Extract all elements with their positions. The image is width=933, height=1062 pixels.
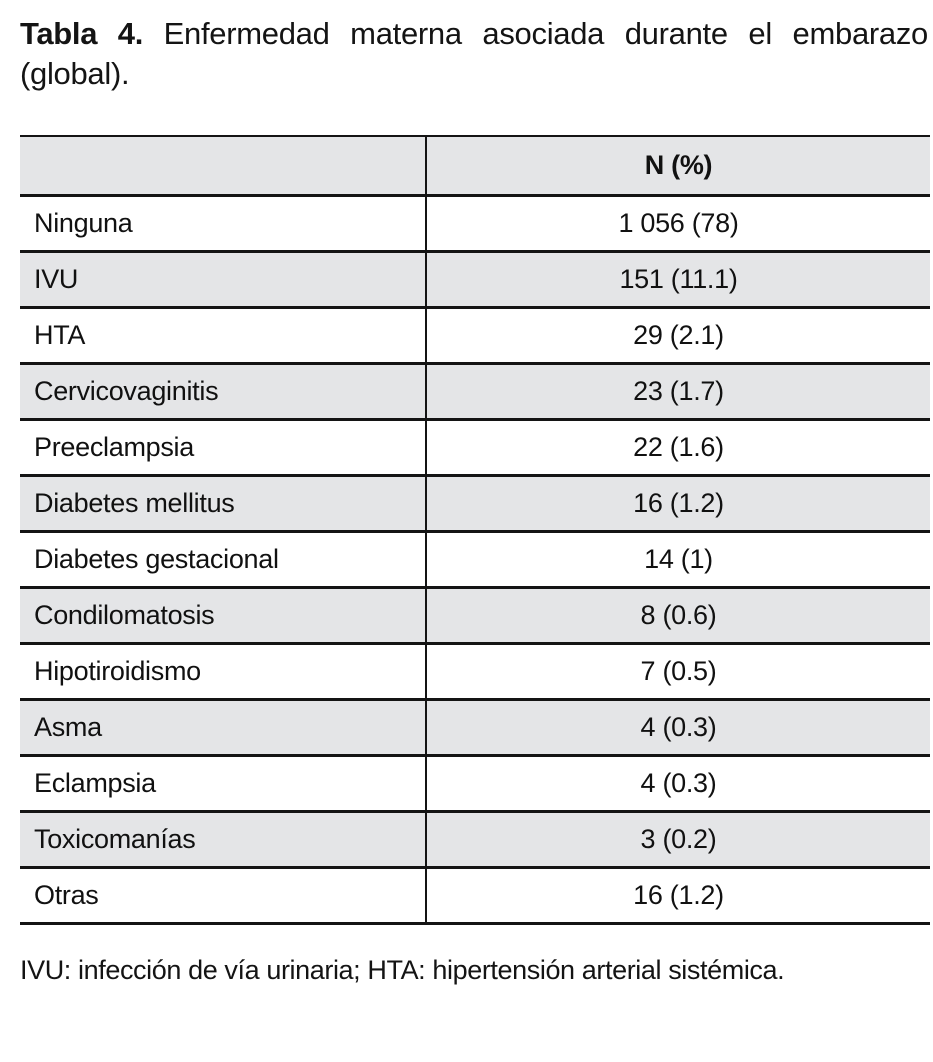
row-value: 1 056 (78): [426, 195, 930, 254]
table-row: Cervicovaginitis 23 (1.7): [20, 363, 930, 422]
table-row: IVU 151 (11.1): [20, 251, 930, 310]
table-number-label: Tabla 4.: [20, 16, 144, 51]
table-header-row: N (%): [20, 135, 930, 198]
row-value: 151 (11.1): [426, 251, 930, 310]
table-row: Condilomatosis 8 (0.6): [20, 587, 930, 646]
row-value: 7 (0.5): [426, 643, 930, 702]
row-value: 14 (1): [426, 531, 930, 590]
table-row: Eclampsia 4 (0.3): [20, 755, 930, 814]
row-label: Preeclampsia: [20, 419, 427, 478]
table-row: Ninguna 1 056 (78): [20, 195, 930, 254]
column-header-n-pct: N (%): [426, 135, 930, 198]
maternal-disease-table: N (%) Ninguna 1 056 (78) IVU 151 (11.1) …: [20, 134, 930, 926]
row-value: 16 (1.2): [426, 867, 930, 926]
row-value: 4 (0.3): [426, 699, 930, 758]
row-value: 16 (1.2): [426, 475, 930, 534]
table-row: Toxicomanías 3 (0.2): [20, 811, 930, 870]
row-value: 22 (1.6): [426, 419, 930, 478]
row-label: IVU: [20, 251, 427, 310]
row-value: 23 (1.7): [426, 363, 930, 422]
row-label: Eclampsia: [20, 755, 427, 814]
table-row: Diabetes mellitus 16 (1.2): [20, 475, 930, 534]
page: Tabla 4. Enfermedad materna asociada dur…: [20, 14, 930, 986]
table-row: Otras 16 (1.2): [20, 867, 930, 926]
row-label: Ninguna: [20, 195, 427, 254]
abbreviations-footnote: IVU: infección de vía urinaria; HTA: hip…: [20, 955, 785, 986]
row-label: Hipotiroidismo: [20, 643, 427, 702]
table-row: Diabetes gestacional 14 (1): [20, 531, 930, 590]
row-label: Diabetes gestacional: [20, 531, 427, 590]
row-label: Cervicovaginitis: [20, 363, 427, 422]
table-row: Hipotiroidismo 7 (0.5): [20, 643, 930, 702]
table-row: HTA 29 (2.1): [20, 307, 930, 366]
row-label: Otras: [20, 867, 427, 926]
row-label: Condilomatosis: [20, 587, 427, 646]
table-title-text: Enfermedad materna asociada durante el e…: [20, 16, 928, 92]
row-value: 8 (0.6): [426, 587, 930, 646]
row-label: Toxicomanías: [20, 811, 427, 870]
row-value: 4 (0.3): [426, 755, 930, 814]
row-value: 3 (0.2): [426, 811, 930, 870]
row-label: HTA: [20, 307, 427, 366]
row-value: 29 (2.1): [426, 307, 930, 366]
table-row: Asma 4 (0.3): [20, 699, 930, 758]
row-label: Asma: [20, 699, 427, 758]
row-label: Diabetes mellitus: [20, 475, 427, 534]
table-row: Preeclampsia 22 (1.6): [20, 419, 930, 478]
page-title: Tabla 4. Enfermedad materna asociada dur…: [20, 14, 928, 95]
column-header-disease: [20, 135, 427, 198]
